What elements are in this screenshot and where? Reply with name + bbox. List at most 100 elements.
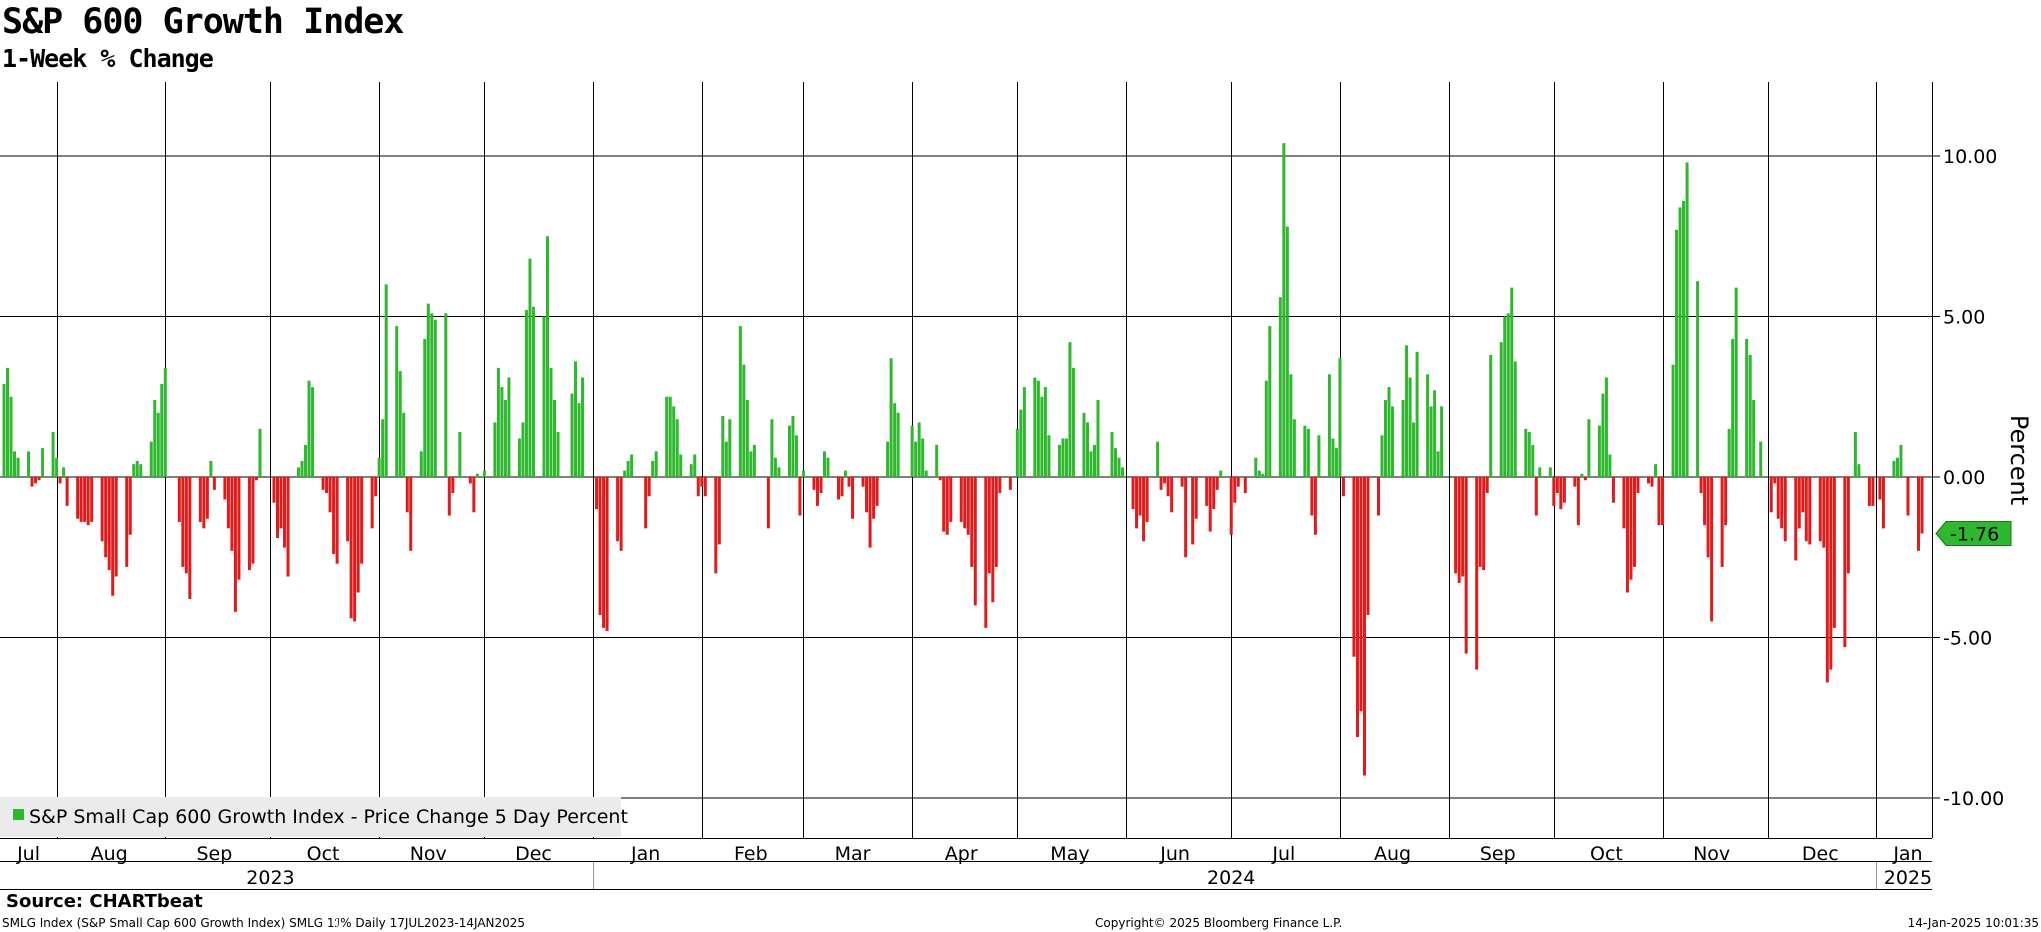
bar xyxy=(1082,412,1086,477)
bar xyxy=(107,477,111,571)
bar xyxy=(177,477,181,522)
bar xyxy=(1071,367,1075,477)
bar xyxy=(395,326,399,477)
x-tick-label: Jun xyxy=(1159,843,1190,865)
bar xyxy=(1019,409,1023,477)
bar xyxy=(1846,477,1850,574)
bar xyxy=(994,477,998,567)
bar xyxy=(1818,477,1822,542)
bar xyxy=(1212,477,1216,510)
bar xyxy=(1352,477,1356,657)
bar xyxy=(1832,477,1836,628)
bar xyxy=(1675,229,1679,477)
bar xyxy=(1825,477,1829,683)
bar xyxy=(770,419,774,477)
bar xyxy=(223,477,227,500)
bar xyxy=(1892,460,1896,477)
bar xyxy=(496,367,500,477)
bar xyxy=(847,477,851,487)
last-value-badge: -1.76 xyxy=(1935,520,2012,546)
bar xyxy=(1604,377,1608,477)
bar xyxy=(1327,374,1331,477)
bar xyxy=(1405,345,1409,477)
bar xyxy=(125,477,129,567)
last-value-badge-shape xyxy=(1935,520,2012,546)
bar xyxy=(1506,313,1510,477)
bar xyxy=(423,338,427,477)
bar xyxy=(321,477,325,490)
bar xyxy=(1703,477,1707,526)
bar xyxy=(1804,477,1808,542)
bar xyxy=(1384,399,1388,477)
bar xyxy=(1608,454,1612,477)
bar xyxy=(1489,355,1493,477)
bar xyxy=(156,412,160,477)
bar xyxy=(430,313,434,477)
bar xyxy=(83,477,87,522)
bar xyxy=(1380,435,1384,477)
bar xyxy=(875,477,879,506)
bar xyxy=(738,326,742,477)
bar xyxy=(672,406,676,477)
bar xyxy=(1254,457,1258,477)
bar xyxy=(798,477,802,516)
bar xyxy=(1355,477,1359,738)
bar xyxy=(1527,432,1531,477)
bar xyxy=(861,477,865,487)
bar xyxy=(328,477,332,513)
bar xyxy=(1895,457,1899,477)
bar xyxy=(987,477,991,574)
bar xyxy=(1601,393,1605,477)
bar xyxy=(991,477,995,603)
bar xyxy=(1475,477,1479,670)
bar xyxy=(58,477,62,484)
bar xyxy=(1163,477,1167,484)
bar xyxy=(630,454,634,477)
bar xyxy=(1110,432,1114,477)
bar xyxy=(679,454,683,477)
bar xyxy=(1485,477,1489,494)
bar xyxy=(1881,477,1885,529)
bar xyxy=(1727,428,1731,477)
bar xyxy=(1278,297,1282,477)
bar xyxy=(6,367,10,477)
bar xyxy=(724,441,728,477)
bar xyxy=(447,477,451,516)
bar xyxy=(9,396,13,477)
bar xyxy=(1657,477,1661,526)
bar xyxy=(1513,361,1517,477)
bar xyxy=(1068,342,1072,477)
bar xyxy=(1478,477,1482,567)
bar xyxy=(160,383,164,477)
bar xyxy=(353,477,357,622)
bar xyxy=(1461,477,1465,577)
bar xyxy=(787,425,791,477)
y-axis-label: Percent xyxy=(2005,415,2033,505)
bar xyxy=(1261,473,1265,477)
bar xyxy=(1524,428,1528,477)
bar xyxy=(1156,441,1160,477)
bar xyxy=(1906,477,1910,516)
bar xyxy=(458,432,462,477)
bar xyxy=(212,477,216,490)
footer-security-info: SMLG Index (S&P Small Cap 600 Growth Ind… xyxy=(2,916,526,930)
bar xyxy=(1412,422,1416,477)
bar xyxy=(1510,287,1514,477)
bar xyxy=(1503,316,1507,477)
bar xyxy=(1636,477,1640,494)
bar xyxy=(840,477,844,497)
bar xyxy=(1268,326,1272,477)
bar xyxy=(76,477,80,519)
bar xyxy=(1362,477,1366,776)
bar xyxy=(1797,477,1801,529)
bar xyxy=(311,387,315,477)
bar xyxy=(34,477,38,484)
bar xyxy=(254,477,258,481)
chart-subtitle: 1-Week % Change xyxy=(2,44,214,73)
bar xyxy=(349,477,353,619)
bar xyxy=(1773,477,1777,484)
bar xyxy=(1706,477,1710,558)
legend-entry-label: S&P Small Cap 600 Growth Index - Price C… xyxy=(29,806,628,828)
bar xyxy=(865,477,869,513)
bar xyxy=(1341,477,1345,497)
